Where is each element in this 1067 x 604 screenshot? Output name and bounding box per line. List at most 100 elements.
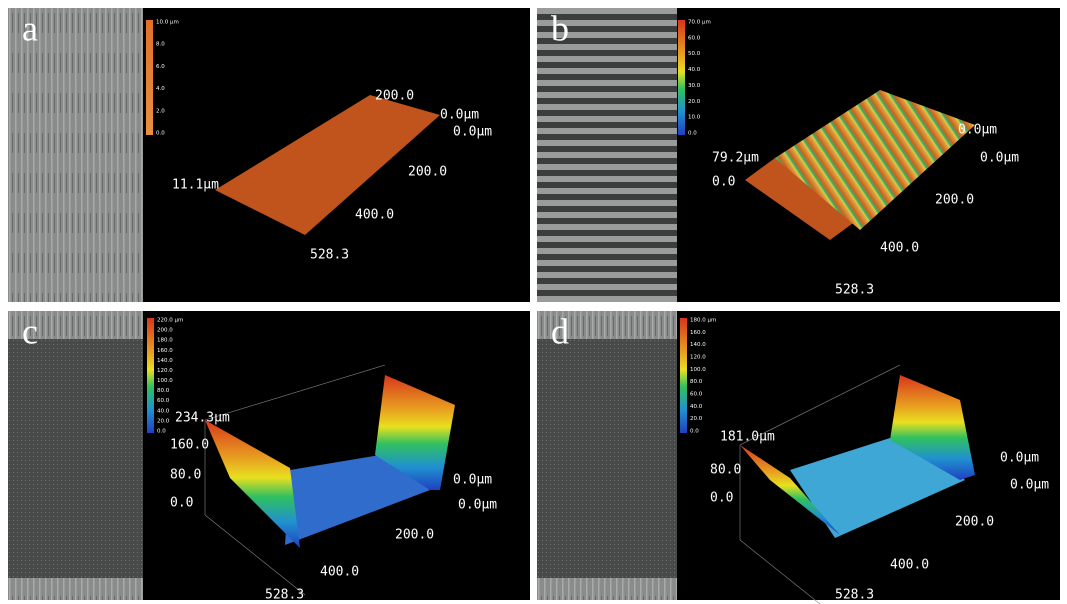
colorbar-label: 200.0 [157,328,173,334]
surface [285,455,430,545]
axis-label: 0.0 [710,491,733,506]
colorbar-label: 140.0 [157,358,173,364]
colorbar-label: 40.0 [157,408,170,414]
axis-label: 400.0 [355,208,394,223]
colorbar [678,20,685,135]
colorbar-label: 6.0 [156,64,165,70]
axis-label: 234.3µm [175,411,230,426]
colorbar-label: 10.0 µm [156,20,179,26]
axis-label: 528.3 [310,248,349,263]
colorbar-label: 160.0 [690,330,706,336]
colorbar-label: 100.0 [157,378,173,384]
colorbar-label: 60.0 [157,398,170,404]
surface [205,420,300,548]
colorbar-label: 40.0 [688,67,701,73]
colorbar-label: 0.0 [688,131,697,137]
axis-label: 160.0 [170,438,209,453]
axis-label: 0.0µm [440,108,479,123]
micrograph-edge [537,311,677,339]
axis-label: 80.0 [170,468,201,483]
colorbar-label: 20.0 [688,99,701,105]
axis-label: 400.0 [890,558,929,573]
colorbar-label: 30.0 [688,83,701,89]
colorbar-label: 0.0 [690,429,699,435]
axis-label: 200.0 [408,165,447,180]
panel-label: c [22,311,38,351]
axis-label: 0.0µm [453,125,492,140]
panel-label: b [551,8,569,48]
colorbar-label: 50.0 [688,51,701,57]
micrograph [8,8,143,302]
axis-label: 0.0µm [458,498,497,513]
micrograph-edge [8,311,143,339]
axis-label: 181.0µm [720,430,775,445]
colorbar [680,318,687,433]
micrograph [8,311,143,600]
axis-label: 400.0 [320,565,359,580]
box-line [204,364,386,421]
axis-label: 200.0 [375,89,414,104]
colorbar-label: 10.0 [688,115,701,121]
surface [215,95,440,235]
axis-label: 0.0µm [453,473,492,488]
micrograph-edge [8,578,143,600]
axis-label: 80.0 [710,463,741,478]
axis-label: 528.3 [835,283,874,298]
panel: a 10.0 µm 8.0 6.0 4.0 2.0 0.0 200.0 0.0µm 0.0µm 20… [8,8,530,302]
axis-label: 0.0µm [1000,451,1039,466]
colorbar-label: 20.0 [157,418,170,424]
colorbar-label: 180.0 µm [690,318,716,324]
box-line [739,539,821,604]
axis-label: 0.0 [712,175,735,190]
colorbar-label: 160.0 [157,348,173,354]
micrograph-edge [537,578,677,600]
axis-label: 0.0 [170,496,193,511]
colorbar-label: 2.0 [156,108,165,114]
colorbar-label: 80.0 [690,379,703,385]
axis-label: 0.0µm [1010,478,1049,493]
axis-label: 11.1µm [172,178,219,193]
colorbar-label: 140.0 [690,342,706,348]
colorbar [146,20,153,135]
panel: c 220.0 µm 200.0 180.0 160.0 140.0 120.0 100.0 8… [8,311,530,603]
micrograph [537,311,677,600]
micrograph [537,8,677,302]
axis-label: 0.0µm [958,123,997,138]
box-line [204,514,306,596]
colorbar-label: 0.0 [156,131,165,137]
axis-label: 200.0 [935,193,974,208]
axis-label: 528.3 [265,588,304,603]
colorbar-label: 220.0 µm [157,318,183,324]
colorbar-label: 4.0 [156,86,165,92]
colorbar-label: 20.0 [690,416,703,422]
colorbar-label: 100.0 [690,367,706,373]
axis-label: 400.0 [880,241,919,256]
colorbar-label: 40.0 [690,404,703,410]
panel-label: d [551,311,569,351]
colorbar-label: 8.0 [156,42,165,48]
colorbar-label: 0.0 [157,429,166,435]
panel: b 70.0 µm 60.0 50.0 40.0 30.0 20.0 10.0 0.0 79.2µ… [537,8,1060,302]
axis-label: 79.2µm [712,151,759,166]
colorbar-label: 70.0 µm [688,20,711,26]
colorbar-label: 120.0 [690,355,706,361]
colorbar-label: 60.0 [690,392,703,398]
colorbar-label: 120.0 [157,368,173,374]
colorbar-label: 180.0 [157,338,173,344]
axis-label: 0.0µm [980,151,1019,166]
surface [375,375,455,490]
axis-label: 528.3 [835,588,874,603]
panel-label: a [22,8,38,48]
surface [775,90,975,230]
axis-label: 200.0 [955,515,994,530]
axis-label: 200.0 [395,528,434,543]
colorbar [147,318,154,433]
box-line [739,364,901,446]
panel: d 180.0 µm 160.0 140.0 120.0 100.0 80.0 60.0 40.… [537,311,1060,604]
surface [740,445,840,535]
surface [745,158,860,240]
colorbar-label: 60.0 [688,35,701,41]
colorbar-label: 80.0 [157,388,170,394]
surface [890,375,975,480]
